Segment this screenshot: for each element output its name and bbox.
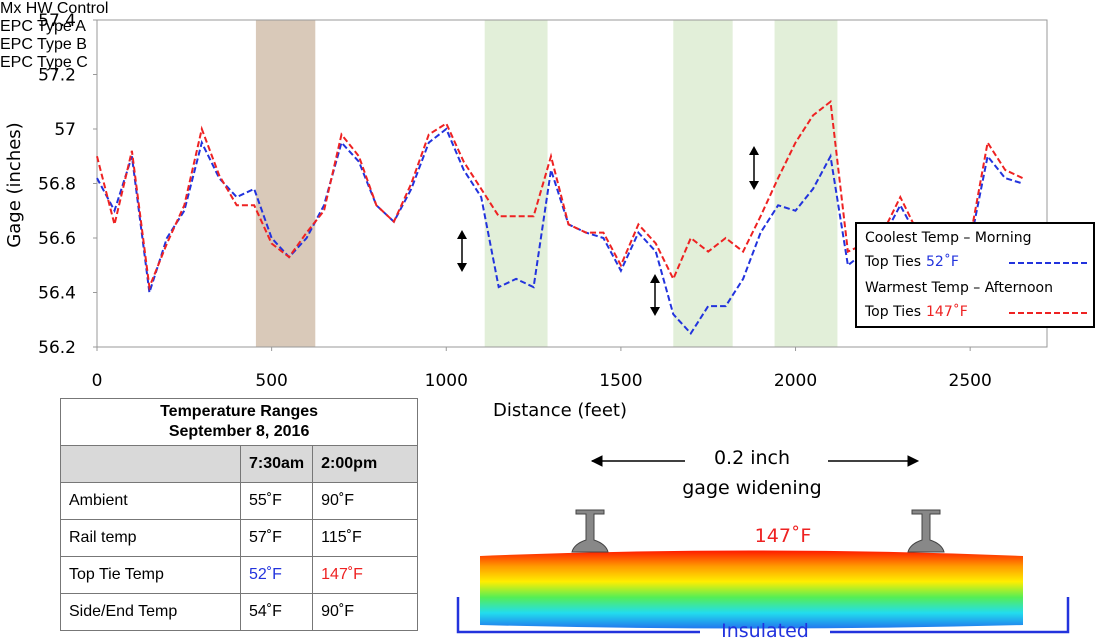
y-tick-label: 56.2 xyxy=(38,338,76,358)
table-cell: 52˚F xyxy=(239,556,314,594)
x-tick-label: 1000 xyxy=(425,371,468,391)
arrow-head xyxy=(590,455,603,467)
arrow-head xyxy=(749,146,759,190)
y-tick-label: 57.4 xyxy=(38,11,76,31)
insulation-bracket xyxy=(456,597,1070,634)
legend-swatch xyxy=(1009,312,1087,314)
table-cell: 55˚F xyxy=(239,482,314,520)
y-tick-label: 56.6 xyxy=(38,229,76,249)
y-axis-title: Gage (inches) xyxy=(4,122,25,247)
region-label: EPC Type C xyxy=(0,54,88,71)
slab-temp: 147˚F xyxy=(754,525,812,547)
legend-detail: Top Ties xyxy=(865,254,921,270)
legend-name: Warmest Temp – Afternoon xyxy=(865,280,1053,296)
shaded-region xyxy=(774,20,838,347)
y-tick-label: 56.4 xyxy=(38,284,76,304)
region-label: EPC Type A xyxy=(0,18,86,35)
table-row: Side/End Temp 54˚F 90˚F xyxy=(60,593,419,631)
x-tick-label: 2000 xyxy=(774,371,817,391)
legend-entry: Top Ties 52˚F xyxy=(865,254,959,270)
insulated-label: Insulated xyxy=(721,620,809,641)
legend-temp: 147˚F xyxy=(926,304,968,320)
table-cell: 147˚F xyxy=(312,556,419,594)
header-cell: 7:30am xyxy=(239,445,314,483)
table-cell: Side/End Temp xyxy=(60,593,241,631)
table-title: Temperature Ranges xyxy=(160,403,319,420)
region-label: Mx HW Control xyxy=(0,0,109,17)
tie-slab xyxy=(480,550,1023,629)
legend-name: Coolest Temp – Morning xyxy=(865,230,1032,246)
arrow-head xyxy=(650,274,660,316)
widening-label: 0.2 inch gage widening xyxy=(652,443,852,503)
x-tick-label: 2500 xyxy=(949,371,992,391)
y-tick-label: 56.8 xyxy=(38,175,76,195)
temperature-table: Temperature Ranges September 8, 2016 7:30… xyxy=(59,398,419,631)
table-cell: 90˚F xyxy=(312,482,419,520)
label-line: gage widening xyxy=(682,477,822,499)
legend-detail: Top Ties xyxy=(865,304,921,320)
table-row: Top Tie Temp 52˚F 147˚F xyxy=(60,556,419,594)
table-cell: 115˚F xyxy=(312,519,419,557)
y-tick-label: 57.2 xyxy=(38,66,76,86)
table-cell: Top Tie Temp xyxy=(60,556,241,594)
header-cell xyxy=(60,445,241,483)
shaded-region xyxy=(673,20,733,347)
legend-entry: Top Ties 147˚F xyxy=(865,304,968,320)
header-cell: 2:00pm xyxy=(312,445,419,483)
shaded-region xyxy=(255,20,316,347)
legend: Coolest Temp – Morning Top Ties 52˚F Warmes… xyxy=(855,222,1095,328)
x-tick-label: 500 xyxy=(255,371,287,391)
region-label: EPC Type B xyxy=(0,36,87,53)
legend-swatch xyxy=(1009,262,1087,264)
series-line xyxy=(96,127,1023,336)
table-subtitle: September 8, 2016 xyxy=(168,423,310,440)
x-tick-label: 1500 xyxy=(599,371,642,391)
table-cell: Rail temp xyxy=(60,519,241,557)
table-row: Rail temp 57˚F 115˚F xyxy=(60,519,419,557)
label-line: 0.2 inch xyxy=(713,447,791,469)
table-cell: Ambient xyxy=(60,482,241,520)
table-cell: 57˚F xyxy=(239,519,314,557)
legend-temp: 52˚F xyxy=(926,254,959,270)
diagram xyxy=(456,455,1070,634)
shaded-region xyxy=(484,20,548,347)
rail xyxy=(571,509,609,553)
plot-area xyxy=(96,19,1048,348)
table-cell: 90˚F xyxy=(312,593,419,631)
arrow-head xyxy=(907,455,920,467)
rail xyxy=(907,509,945,553)
table-title-cell: Temperature Ranges September 8, 2016 xyxy=(59,398,419,446)
x-axis-title: Distance (feet) xyxy=(493,400,627,421)
x-tick-label: 0 xyxy=(92,371,103,391)
y-tick-label: 57 xyxy=(54,120,76,140)
table-cell: 54˚F xyxy=(239,593,314,631)
arrow-head xyxy=(457,230,467,272)
series-line xyxy=(96,99,1024,292)
table-row: Ambient 55˚F 90˚F xyxy=(60,482,419,520)
